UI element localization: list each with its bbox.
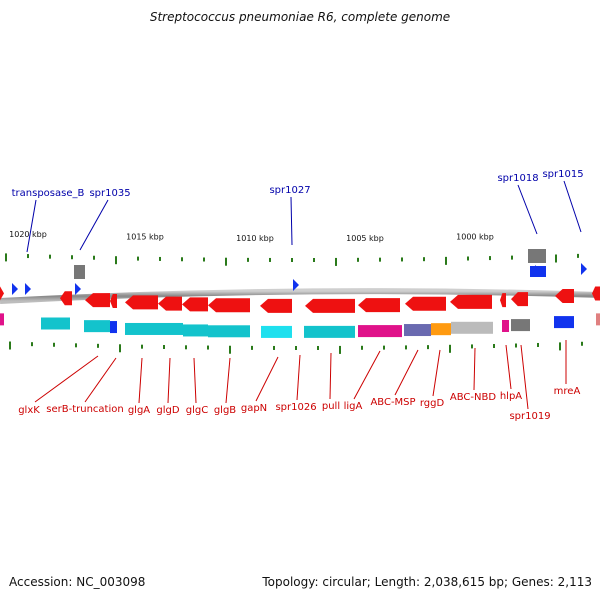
cds-box [502,319,509,332]
scale-label: 1005 kbp [346,234,384,243]
label-leader-line [517,184,538,235]
feature-label-bottom: ABC-NBD [450,392,496,403]
label-leader-line [167,357,171,404]
genome-backbone [0,288,600,304]
feature-label-top: spr1015 [542,169,583,180]
gene-arrow [110,294,117,309]
label-leader-line [563,180,582,233]
cds-box [41,317,70,330]
cds-box [84,320,110,333]
feature-label-bottom: serB-truncation [46,404,123,415]
feature-label-bottom: ligA [344,401,363,412]
label-leader-line [329,352,332,400]
cds-box [451,321,493,334]
blue-forward-feature [75,283,81,295]
gene-arrow [592,286,600,301]
label-leader-line [225,357,231,404]
label-leader-line [520,344,529,410]
feature-label-bottom: ABC-MSP [370,397,415,408]
scale-label: 1010 kbp [236,234,274,243]
genome-stats: Topology: circular; Length: 2,038,615 bp… [262,575,592,589]
gene-arrow [182,297,208,312]
cds-box [125,322,183,335]
cds-box [431,323,451,336]
feature-label-bottom: glgB [214,405,236,416]
feature-label-bottom: hlpA [500,391,522,402]
cds-box [0,313,4,326]
gene-arrow [450,294,492,309]
feature-label-top: spr1035 [89,188,130,199]
feature-label-bottom: spr1026 [275,402,316,413]
blue-forward-feature [25,283,31,295]
accession-label: Accession: NC_003098 [9,575,146,589]
scale-label: 1020 kbp [9,230,47,239]
label-leader-line [505,344,512,390]
label-leader-line [296,354,301,401]
cds-box [261,325,292,338]
gene-arrow [260,298,292,313]
feature-label-bottom: rggD [420,398,445,409]
feature-label-bottom: glxK [18,405,40,416]
cds-box [208,325,250,338]
feature-label-bottom: spr1019 [509,411,550,422]
cds-box [183,324,208,337]
label-leader-line [34,355,99,403]
gene-arrow [85,293,110,308]
feature-label-bottom: glgC [186,405,208,416]
blue-forward-feature [530,266,546,277]
gene-arrow [555,289,574,304]
gene-arrow [60,291,72,306]
scale-label: 1015 kbp [126,233,164,242]
label-leader-line [473,347,476,391]
label-leader-line [26,199,37,253]
cds-box [596,313,600,326]
cds-box [358,325,402,338]
genome-title: Streptococcus pneumoniae R6, complete ge… [149,10,451,24]
gene-arrow [158,296,182,311]
cds-box [110,321,117,334]
gene-arrow [125,295,158,310]
feature-label-top: spr1018 [497,173,538,184]
gene-arrow [358,298,400,313]
label-leader-line [394,349,419,396]
cds-box [404,324,431,337]
cds-box [554,316,574,329]
feature-label-bottom: glgD [156,405,179,416]
feature-label-top: spr1027 [269,185,310,196]
cds-box [511,319,530,332]
label-leader-line [290,196,293,246]
label-leader-line [84,357,117,403]
feature-label-top: transposase_B [12,188,85,199]
feature-label-bottom: glgA [128,405,150,416]
gene-arrow [208,298,250,313]
blue-forward-feature [12,283,18,295]
feature-label-bottom: pull [322,401,340,412]
label-leader-line [353,350,381,400]
gene-arrow [0,286,4,301]
blue-forward-feature [293,279,299,291]
blue-forward-feature [581,263,587,275]
gene-arrow [500,293,506,308]
gray-feature [74,265,85,279]
label-leader-line [432,349,441,397]
feature-label-bottom: gapN [241,403,267,414]
label-leader-line [79,199,109,251]
label-leader-line [138,357,143,404]
label-leader-line [193,357,197,404]
scale-label: 1000 kbp [456,232,494,241]
gene-arrow [511,292,528,307]
gene-arrow [405,296,446,311]
gene-arrow [305,298,355,313]
gray-feature [528,249,546,263]
cds-box [304,325,355,338]
feature-label-bottom: mreA [554,386,581,397]
label-leader-line [255,356,279,402]
